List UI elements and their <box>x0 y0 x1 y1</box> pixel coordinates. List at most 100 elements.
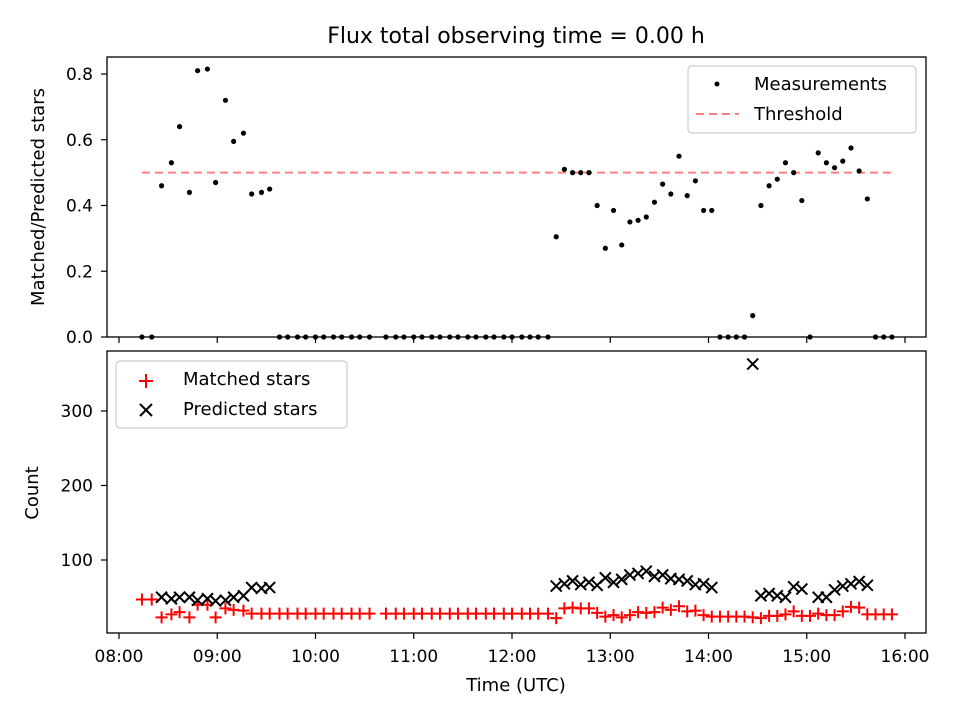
y-tick-label: 0.2 <box>66 262 93 282</box>
measurement-point <box>709 207 715 214</box>
measurement-point <box>276 334 283 340</box>
measurement-point <box>411 334 417 340</box>
measurement-point <box>864 196 870 202</box>
measurement-point <box>791 170 797 176</box>
measurement-point <box>831 165 838 171</box>
y-tick-label: 0.4 <box>66 197 93 217</box>
matched-star-point <box>771 609 784 622</box>
predicted-star-point <box>656 568 669 582</box>
x-axis-ticks-bottom: 08:00 09:00 10:00 11:00 12:00 13:00 14:00 15:00… <box>95 633 930 667</box>
legend-label-predicted: Predicted stars <box>183 399 317 420</box>
predicted-star-point <box>681 574 694 588</box>
measurement-point <box>553 234 559 240</box>
matched-star-point <box>591 606 604 619</box>
predicted-star-point <box>779 591 792 604</box>
measurement-point <box>578 170 584 176</box>
chart-title: Flux total observing time = 0.00 h <box>327 24 705 49</box>
legend-marker-measurements <box>714 81 720 87</box>
measurement-point <box>158 183 165 189</box>
matched-star-point <box>219 602 232 615</box>
matched-star-point <box>615 611 628 624</box>
measurement-point <box>519 334 525 340</box>
predicted-star-point <box>697 577 710 591</box>
measurement-point <box>725 334 731 340</box>
matched-star-point <box>828 609 841 622</box>
predicted-star-point <box>245 581 258 594</box>
measurement-point <box>168 160 174 166</box>
measurement-point <box>249 191 255 197</box>
measurement-point <box>643 214 649 220</box>
measurement-point <box>881 334 887 340</box>
legend-marker-matched <box>139 374 153 388</box>
measurement-point <box>231 138 237 144</box>
measurement-point <box>267 186 273 192</box>
measurement-point <box>782 160 789 166</box>
matched-star-point <box>542 607 555 620</box>
measurement-point <box>393 334 399 340</box>
legend-bottom: Matched stars Predicted stars <box>115 360 348 429</box>
predicted-star-point <box>705 581 718 594</box>
predicted-star-point <box>582 576 596 589</box>
y-tick-label: 0.0 <box>66 328 93 348</box>
measurement-point <box>401 334 407 340</box>
plot-area-top <box>139 66 895 340</box>
predicted-star-point <box>155 591 168 604</box>
measurement-point <box>561 166 568 172</box>
x-tick-label: 15:00 <box>782 647 831 667</box>
measurement-point <box>195 68 201 74</box>
predicted-star-point <box>263 581 276 594</box>
measurement-point <box>312 334 319 340</box>
matched-star-point <box>836 605 849 618</box>
legend-label-measurements: Measurements <box>754 74 887 95</box>
legend-top: Measurements Threshold <box>687 65 917 134</box>
plot-area-bottom <box>135 357 898 625</box>
matched-star-point <box>582 602 595 615</box>
matched-star-point <box>165 608 178 621</box>
measurement-point <box>856 168 862 174</box>
axes-frame-bottom <box>106 350 927 634</box>
measurement-point <box>766 183 772 189</box>
matched-star-point <box>656 601 669 614</box>
y-axis-label-bottom: Count <box>22 466 43 519</box>
measurement-point <box>668 191 674 197</box>
matched-star-point <box>623 609 636 622</box>
matched-star-point <box>689 604 702 617</box>
measurement-point <box>366 334 373 340</box>
y-axis-ticks-bottom: 100 200 300 <box>61 402 107 571</box>
measurement-point <box>321 334 327 340</box>
measurement-point <box>447 334 453 340</box>
panel-counts: 100 200 300 08:00 09:00 10:00 11:00 12:00 13:00… <box>22 350 930 696</box>
measurement-point <box>774 176 780 182</box>
measurement-point <box>848 145 854 151</box>
measurement-point <box>823 160 830 166</box>
predicted-star-point <box>852 575 866 588</box>
measurement-point <box>465 334 471 340</box>
measurement-point <box>139 334 145 340</box>
measurement-point <box>692 178 699 184</box>
legend-box <box>687 65 917 134</box>
measurement-point <box>429 334 435 340</box>
measurement-point <box>204 66 211 72</box>
measurement-point <box>483 334 489 340</box>
panel-ratio: Flux total observing time = 0.00 h 0.0 0.… <box>28 24 927 348</box>
matched-star-point <box>787 605 800 618</box>
predicted-star-point <box>828 583 841 597</box>
legend-label-matched: Matched stars <box>183 369 310 390</box>
predicted-star-point <box>615 573 628 586</box>
matched-star-point <box>885 608 898 621</box>
x-tick-label: 16:00 <box>881 647 930 667</box>
measurement-point <box>750 313 756 319</box>
measurement-point <box>602 245 608 251</box>
x-tick-label: 11:00 <box>389 647 438 667</box>
y-tick-label: 0.8 <box>66 65 93 85</box>
measurement-point <box>840 158 846 164</box>
measurement-point <box>619 242 625 248</box>
predicted-star-point <box>191 594 204 607</box>
predicted-star-point <box>227 591 240 604</box>
measurement-point <box>419 334 425 340</box>
x-axis-label: Time (UTC) <box>465 675 566 696</box>
matched-star-point <box>779 608 792 621</box>
y-tick-label: 300 <box>61 402 93 422</box>
measurement-point <box>473 334 479 340</box>
measurement-point <box>717 334 723 340</box>
